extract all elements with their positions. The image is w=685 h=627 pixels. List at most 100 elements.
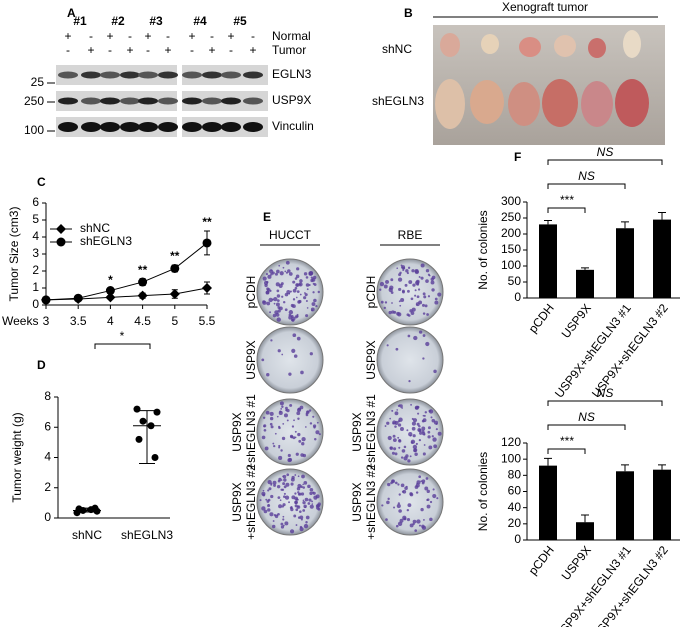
colony xyxy=(410,311,415,316)
colony xyxy=(420,507,424,512)
row-label: USP9X xyxy=(350,412,364,451)
blot-band xyxy=(58,122,78,132)
sample-label: #5 xyxy=(233,14,247,28)
colony xyxy=(386,500,390,505)
y-tick-label: 0 xyxy=(514,290,521,304)
colony xyxy=(311,500,314,503)
colony xyxy=(315,304,318,308)
colony xyxy=(413,448,417,453)
panel-label: A xyxy=(67,6,76,20)
colony xyxy=(316,506,320,510)
colony xyxy=(266,301,271,306)
colony xyxy=(411,421,416,426)
colony xyxy=(426,489,430,494)
point xyxy=(137,290,148,301)
colony xyxy=(312,491,316,495)
colony xyxy=(292,333,297,338)
colony xyxy=(315,430,320,435)
colony xyxy=(402,489,407,494)
colony xyxy=(402,290,405,294)
y-tick-label: 300 xyxy=(501,194,521,208)
tumor xyxy=(581,81,613,127)
colony xyxy=(412,519,417,524)
colony xyxy=(302,483,304,486)
colony xyxy=(428,274,431,277)
colony xyxy=(399,518,404,523)
colony xyxy=(276,484,281,489)
colony xyxy=(424,304,428,308)
colony xyxy=(422,334,426,337)
colony xyxy=(305,299,308,302)
blot-band xyxy=(100,122,120,132)
colony xyxy=(269,311,272,314)
colony xyxy=(315,494,320,499)
colony xyxy=(272,520,275,522)
point xyxy=(133,405,141,413)
blot-band xyxy=(100,71,120,79)
significance-bracket xyxy=(94,343,151,349)
colony xyxy=(411,417,414,421)
x-tick-label: shEGLN3 xyxy=(121,528,173,542)
colony xyxy=(282,482,286,486)
colony xyxy=(413,335,418,341)
colony xyxy=(275,282,280,287)
bar xyxy=(653,469,671,540)
colony xyxy=(400,298,405,303)
colony xyxy=(298,492,302,496)
significance-bracket xyxy=(547,207,586,213)
colony xyxy=(267,504,271,508)
colony xyxy=(414,268,419,274)
protein-label: USP9X xyxy=(272,93,311,107)
colony xyxy=(273,514,277,517)
colony xyxy=(395,524,399,528)
colony xyxy=(296,283,299,287)
sign: + xyxy=(164,43,171,57)
colony xyxy=(282,515,285,518)
colony xyxy=(289,290,292,293)
colony xyxy=(427,295,431,298)
tumor xyxy=(435,79,465,129)
x-tick-label: 5.5 xyxy=(199,314,216,328)
colony xyxy=(409,455,412,458)
colony xyxy=(408,380,411,383)
colony xyxy=(391,409,394,412)
colony xyxy=(287,269,291,273)
protein-label: Vinculin xyxy=(272,119,314,133)
colony xyxy=(405,269,409,273)
colony xyxy=(282,266,285,269)
x-tick-label: 5 xyxy=(171,314,178,328)
colony xyxy=(399,304,402,307)
colony xyxy=(307,502,311,505)
colony xyxy=(288,272,293,276)
group-label: shNC xyxy=(382,42,412,56)
colony xyxy=(407,503,412,508)
x-tick-label: 4.5 xyxy=(134,314,151,328)
blot-band xyxy=(221,71,241,79)
marker-label: 100 xyxy=(24,123,44,137)
colony xyxy=(410,439,416,444)
error-bar xyxy=(658,212,666,220)
colony xyxy=(392,422,395,425)
tumor xyxy=(623,30,641,58)
colony xyxy=(429,500,433,504)
colony xyxy=(421,481,425,485)
x-tick-label: 3 xyxy=(43,314,50,328)
colony xyxy=(317,502,321,506)
colony xyxy=(262,416,266,420)
colony xyxy=(399,427,404,432)
blot-band xyxy=(138,122,158,132)
colony xyxy=(306,410,310,413)
significance: NS xyxy=(597,386,614,400)
colony xyxy=(271,271,275,275)
colony xyxy=(398,493,401,496)
colony xyxy=(431,275,436,280)
sign: - xyxy=(229,43,233,57)
row-label: pCDH xyxy=(244,276,258,309)
colony xyxy=(427,430,431,434)
colony xyxy=(295,498,298,501)
colony xyxy=(308,498,312,502)
colony xyxy=(285,482,290,487)
y-tick-label: 20 xyxy=(508,516,522,530)
colony xyxy=(293,354,298,358)
